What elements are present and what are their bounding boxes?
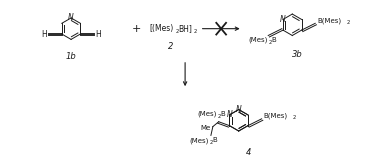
Text: 2: 2 bbox=[194, 29, 197, 34]
Text: B(Mes): B(Mes) bbox=[263, 113, 288, 119]
Text: (Mes): (Mes) bbox=[248, 37, 267, 43]
Text: N: N bbox=[68, 13, 74, 22]
Text: 2: 2 bbox=[168, 42, 173, 51]
Text: H: H bbox=[95, 30, 101, 39]
Text: (Mes): (Mes) bbox=[197, 111, 217, 117]
Text: Me: Me bbox=[201, 125, 211, 131]
Text: +: + bbox=[132, 24, 141, 34]
Text: 2: 2 bbox=[218, 114, 221, 119]
Text: N: N bbox=[226, 110, 232, 119]
Text: N: N bbox=[280, 15, 286, 24]
Text: 2: 2 bbox=[293, 115, 296, 120]
Text: BH]: BH] bbox=[178, 24, 192, 33]
Text: 2: 2 bbox=[268, 40, 272, 45]
Text: (Mes): (Mes) bbox=[190, 137, 209, 144]
Text: 2: 2 bbox=[210, 140, 213, 145]
Text: H: H bbox=[42, 30, 47, 39]
Text: 3b: 3b bbox=[292, 50, 302, 59]
Text: 4: 4 bbox=[246, 148, 251, 157]
Text: B: B bbox=[271, 37, 276, 43]
Text: [(Mes): [(Mes) bbox=[149, 24, 173, 33]
Text: 2: 2 bbox=[175, 29, 179, 34]
Text: B: B bbox=[212, 137, 217, 143]
Text: B: B bbox=[220, 111, 225, 117]
Text: N: N bbox=[236, 105, 242, 114]
Text: 2: 2 bbox=[346, 20, 350, 25]
Text: B(Mes): B(Mes) bbox=[317, 17, 341, 24]
Text: 1b: 1b bbox=[66, 52, 76, 61]
